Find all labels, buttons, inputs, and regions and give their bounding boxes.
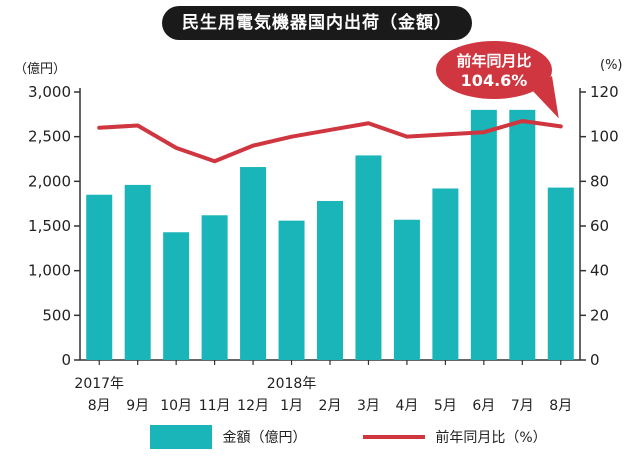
x-tick-label: 6月 [472, 398, 495, 414]
x-tick-label: 11月 [199, 398, 231, 414]
y-left-tick-label: 1,500 [28, 217, 71, 235]
legend-bar-swatch [150, 425, 212, 449]
x-year-label: 2018年 [267, 376, 317, 392]
x-tick-label: 8月 [88, 398, 111, 414]
bar [317, 200, 343, 360]
callout-bubble [436, 41, 552, 99]
x-tick-label: 7月 [511, 398, 534, 414]
x-tick-label: 5月 [434, 398, 457, 414]
x-tick-label: 8月 [549, 398, 572, 414]
y-right-tick-label: 0 [590, 351, 600, 369]
y-right-tick-label: 40 [590, 262, 609, 280]
x-tick-label: 4月 [395, 398, 418, 414]
y-right-tick-label: 80 [590, 172, 609, 190]
y-right-tick-label: 120 [590, 83, 619, 101]
bar [240, 167, 267, 360]
legend-line-swatch [362, 435, 425, 439]
bar [163, 232, 190, 360]
y-right-tick-label: 60 [590, 217, 609, 235]
legend-bar-label: 金額（億円） [222, 430, 307, 446]
y-left-tick-label: 1,000 [28, 262, 71, 280]
legend: 金額（億円） 前年同月比（%） [150, 425, 547, 449]
bar [355, 155, 382, 360]
x-tick-label: 9月 [126, 398, 149, 414]
x-tick-label: 3月 [357, 398, 380, 414]
bar [432, 188, 459, 360]
callout-value: 104.6% [461, 71, 528, 90]
x-tick-label: 12月 [237, 398, 269, 414]
yoy-line [97, 119, 563, 164]
x-tick-label: 1月 [280, 398, 303, 414]
callout-label: 前年同月比 [456, 52, 531, 70]
y-right-tick-label: 100 [590, 128, 619, 146]
bar [509, 109, 536, 360]
bar [393, 219, 420, 360]
y-left-tick-label: 0 [61, 351, 71, 369]
y-left-tick-label: 2,500 [28, 128, 71, 146]
bar [547, 187, 574, 360]
chart-title: 民生用電気機器国内出荷（金額） [162, 6, 472, 40]
left-axis-unit: （億円） [14, 62, 67, 77]
y-left-tick-label: 500 [42, 306, 71, 324]
x-year-label: 2017年 [74, 376, 124, 392]
bar [470, 109, 497, 360]
y-right-tick-label: 20 [590, 306, 609, 324]
bar [86, 194, 113, 360]
y-left-tick-label: 2,000 [28, 172, 71, 190]
bar [124, 184, 151, 360]
bar [278, 220, 305, 360]
x-tick-label: 10月 [160, 398, 192, 414]
right-axis-unit: (%) [600, 58, 623, 73]
legend-line-label: 前年同月比（%） [435, 430, 547, 446]
y-left-tick-label: 3,000 [28, 83, 71, 101]
bar [201, 215, 228, 360]
x-tick-label: 2月 [319, 398, 342, 414]
